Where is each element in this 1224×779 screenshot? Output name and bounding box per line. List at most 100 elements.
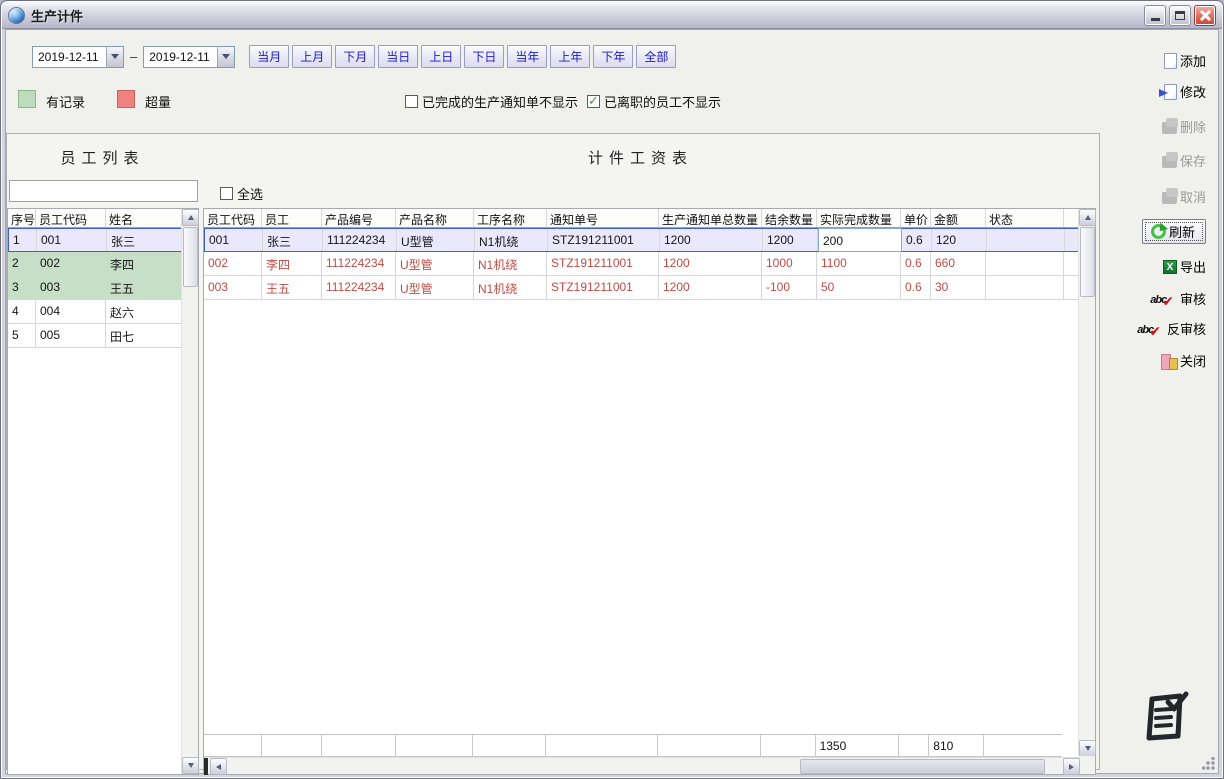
- maximize-icon: [1175, 10, 1185, 20]
- col-notice-no[interactable]: 通知单号: [547, 209, 659, 227]
- date-from-combo[interactable]: 2019-12-11: [32, 45, 124, 68]
- col-emp-name[interactable]: 姓名: [106, 209, 182, 227]
- scroll-up-icon[interactable]: [1079, 209, 1096, 226]
- export-excel-icon: [1162, 259, 1177, 274]
- piecework-table-title: 计件工资表: [587, 150, 693, 167]
- col-actual-qty[interactable]: 实际完成数量: [817, 209, 901, 227]
- actual-qty-editor[interactable]: 200: [818, 228, 902, 252]
- employee-row[interactable]: 4 004 赵六: [8, 300, 198, 324]
- date-filter-row: 2019-12-11 – 2019-12-11 当月 上月 下月 当日 上日 下…: [32, 45, 677, 68]
- total-actual-qty: 1350: [816, 735, 900, 756]
- employee-row[interactable]: 2 002 李四: [8, 252, 198, 276]
- col-emp-code[interactable]: 员工代码: [204, 209, 262, 227]
- scrollbar-thumb[interactable]: [799, 759, 1045, 774]
- resize-grip[interactable]: [1202, 757, 1215, 770]
- col-remaining-qty[interactable]: 结余数量: [762, 209, 817, 227]
- col-emp-code[interactable]: 员工代码: [36, 209, 106, 227]
- checkbox-checked-icon[interactable]: [587, 93, 600, 109]
- piecework-row[interactable]: 002 李四 111224234 U型管 N1机绕 STZ191211001 1…: [204, 252, 1095, 276]
- range-button-current-day[interactable]: 当日: [378, 45, 419, 68]
- titlebar[interactable]: 生产计件: [2, 2, 1222, 29]
- legend-row: 有记录 超量 已完成的生产通知单不显示 已离职的员工不显示: [6, 88, 1218, 112]
- over-quota-swatch: [117, 90, 135, 108]
- scrollbar-thumb[interactable]: [1080, 227, 1095, 297]
- employee-grid-header: 序号 员工代码 姓名: [8, 209, 198, 228]
- chevron-down-icon[interactable]: [106, 46, 123, 67]
- window-title: 生产计件: [31, 8, 84, 24]
- employee-search-input[interactable]: [9, 180, 198, 202]
- has-record-swatch: [18, 90, 36, 108]
- client-area: 2019-12-11 – 2019-12-11 当月 上月 下月 当日 上日 下…: [5, 29, 1219, 775]
- col-process-name[interactable]: 工序名称: [474, 209, 547, 227]
- close-form-icon: [1160, 353, 1178, 370]
- close-icon: [1199, 9, 1211, 21]
- range-button-all[interactable]: 全部: [636, 45, 677, 68]
- audit-button[interactable]: 审核: [1150, 286, 1206, 311]
- employee-list-title: 员工列表: [60, 150, 145, 167]
- tables-panel: 员工列表 计件工资表 全选 序号 员工代码 姓名 1 001 张三: [6, 133, 1100, 775]
- range-button-next-month[interactable]: 下月: [335, 45, 376, 68]
- scroll-down-icon[interactable]: [1079, 740, 1096, 757]
- scroll-right-icon[interactable]: [1063, 758, 1080, 775]
- export-button[interactable]: 导出: [1162, 254, 1206, 279]
- col-seq[interactable]: 序号: [8, 209, 36, 227]
- has-record-label: 有记录: [46, 95, 86, 110]
- globe-app-icon: [8, 6, 25, 24]
- save-icon: [1161, 152, 1178, 168]
- range-button-next-year[interactable]: 下年: [593, 45, 634, 68]
- hide-completed-checkbox[interactable]: 已完成的生产通知单不显示: [405, 92, 578, 111]
- piecework-grid-vscrollbar[interactable]: [1078, 209, 1096, 757]
- date-to-value: 2019-12-11: [149, 49, 210, 64]
- employee-row[interactable]: 1 001 张三: [8, 228, 198, 252]
- modify-button[interactable]: 修改: [1158, 79, 1206, 104]
- col-product-name[interactable]: 产品名称: [396, 209, 474, 227]
- add-button[interactable]: 添加: [1163, 48, 1206, 73]
- piecework-grid-hscrollbar[interactable]: [204, 757, 1080, 775]
- chevron-down-icon[interactable]: [217, 46, 235, 67]
- delete-icon: [1161, 118, 1178, 134]
- employee-row[interactable]: 5 005 田七: [8, 324, 198, 348]
- col-notice-total-qty[interactable]: 生产通知单总数量: [659, 209, 762, 227]
- refresh-button[interactable]: 刷新: [1141, 219, 1206, 244]
- date-from-value: 2019-12-11: [38, 49, 99, 64]
- range-button-current-month[interactable]: 当月: [249, 45, 290, 68]
- col-employee[interactable]: 员工: [262, 209, 322, 227]
- delete-button: 删除: [1161, 114, 1206, 139]
- close-form-button[interactable]: 关闭: [1160, 348, 1206, 373]
- select-all-checkbox[interactable]: 全选: [220, 184, 263, 203]
- range-button-prev-month[interactable]: 上月: [292, 45, 333, 68]
- close-button[interactable]: [1194, 4, 1216, 26]
- unaudit-button[interactable]: 反审核: [1137, 316, 1206, 341]
- unaudit-check-icon: [1137, 320, 1164, 337]
- range-button-prev-day[interactable]: 上日: [421, 45, 462, 68]
- piecework-row[interactable]: 003 王五 111224234 U型管 N1机绕 STZ191211001 1…: [204, 276, 1095, 300]
- col-product-no[interactable]: 产品编号: [322, 209, 396, 227]
- cancel-button: 取消: [1161, 184, 1206, 209]
- range-button-next-day[interactable]: 下日: [464, 45, 505, 68]
- maximize-button[interactable]: [1169, 4, 1191, 26]
- employee-row[interactable]: 3 003 王五: [8, 276, 198, 300]
- range-button-current-year[interactable]: 当年: [507, 45, 548, 68]
- piecework-row[interactable]: 001 张三 111224234 U型管 N1机绕 STZ191211001 1…: [204, 228, 1095, 252]
- col-amount[interactable]: 金额: [931, 209, 986, 227]
- col-status[interactable]: 状态: [986, 209, 1064, 227]
- scroll-down-icon[interactable]: [182, 757, 199, 774]
- checkbox-icon[interactable]: [405, 95, 418, 108]
- date-to-combo[interactable]: 2019-12-11: [143, 45, 236, 68]
- scrollbar-thumb[interactable]: [183, 227, 198, 287]
- piecework-grid: 员工代码 员工 产品编号 产品名称 工序名称 通知单号 生产通知单总数量 结余数…: [203, 208, 1096, 775]
- hide-resigned-checkbox[interactable]: 已离职的员工不显示: [587, 92, 721, 111]
- grid-splitter[interactable]: [204, 758, 208, 775]
- checkbox-icon[interactable]: [220, 187, 233, 200]
- scroll-left-icon[interactable]: [210, 758, 227, 775]
- range-button-prev-year[interactable]: 上年: [550, 45, 591, 68]
- add-document-icon: [1163, 52, 1177, 69]
- col-unit-price[interactable]: 单价: [901, 209, 931, 227]
- minimize-button[interactable]: [1144, 4, 1166, 26]
- refresh-icon: [1150, 224, 1166, 239]
- range-buttons: 当月 上月 下月 当日 上日 下日 当年 上年 下年 全部: [249, 45, 677, 68]
- employee-grid-vscrollbar[interactable]: [181, 209, 199, 774]
- minimize-icon: [1150, 18, 1160, 21]
- scroll-up-icon[interactable]: [182, 209, 199, 226]
